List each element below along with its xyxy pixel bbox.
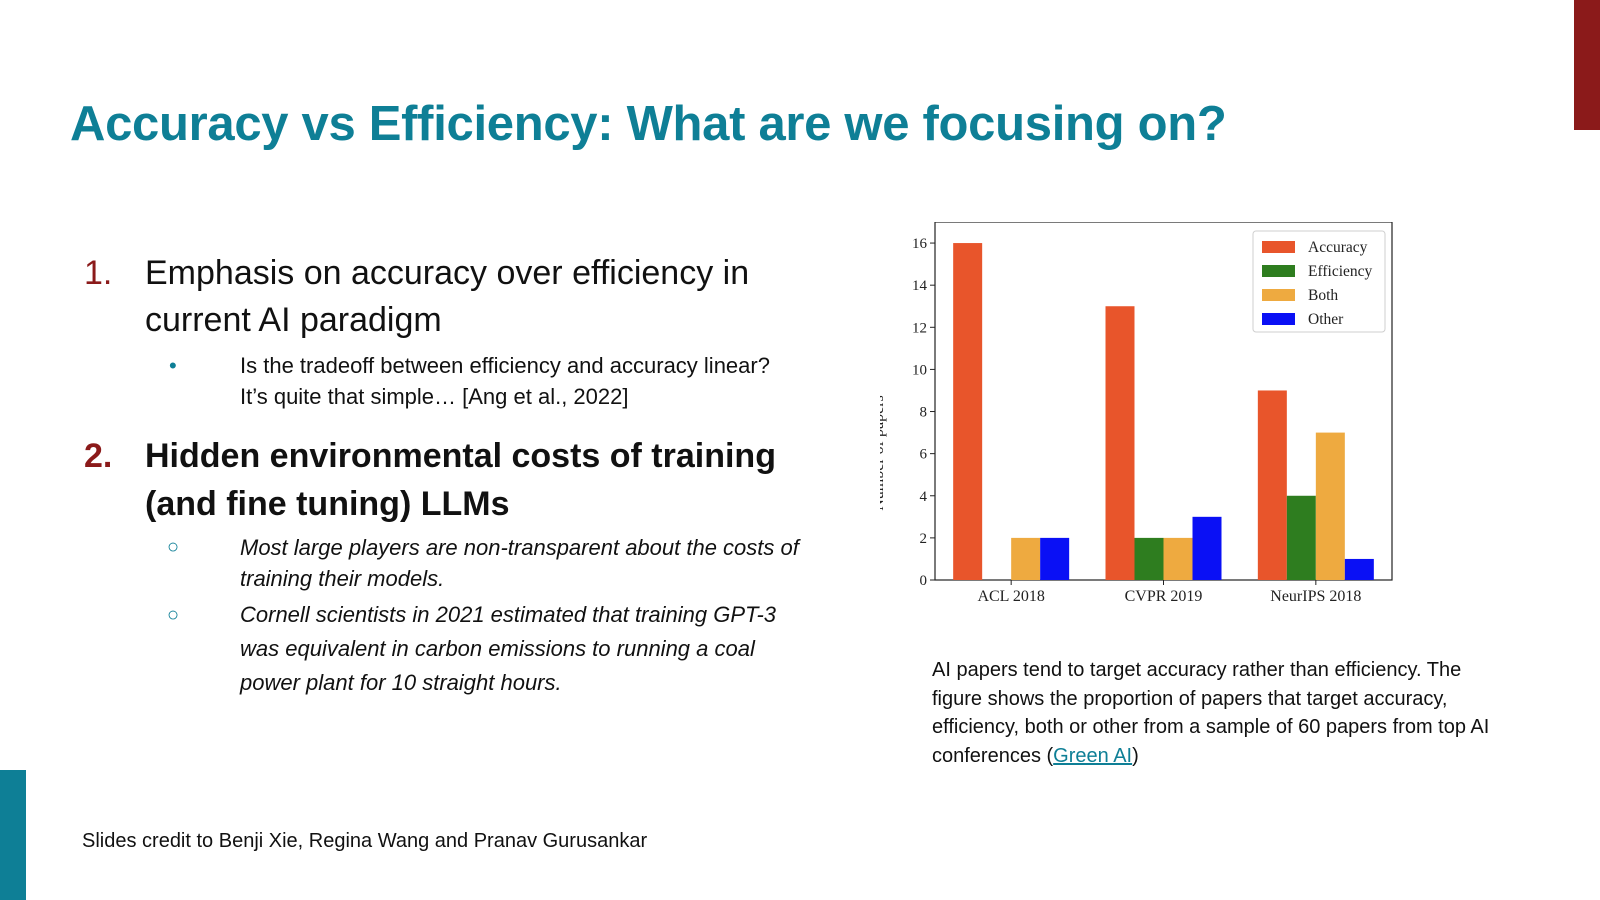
point-2-number: 2. [84, 437, 113, 475]
point-1: 1. Emphasis on accuracy over efficiency … [80, 250, 800, 344]
accent-bar-bottom-left [0, 770, 26, 900]
legend-label: Accuracy [1308, 239, 1368, 256]
bar-other [1192, 516, 1222, 580]
y-tick-label: 8 [920, 405, 928, 421]
bullet-content: 1. Emphasis on accuracy over efficiency … [80, 250, 800, 700]
y-axis-label: Number of papers [880, 395, 887, 511]
caption-close-paren: ) [1132, 744, 1139, 767]
bar-efficiency [1286, 495, 1316, 580]
figure-caption: AI papers tend to target accuracy rather… [932, 656, 1492, 770]
y-tick-label: 6 [920, 447, 928, 463]
legend-swatch-efficiency [1262, 265, 1295, 277]
point-2: 2. Hidden environmental costs of trainin… [80, 432, 800, 528]
bar-chart: 0 2 4 6 8 10 12 14 16 Number of papers ACL 2018 CVP… [870, 221, 1393, 605]
bullet-circle-icon: ○ [167, 604, 180, 626]
legend-swatch-both [1262, 289, 1295, 301]
accent-bar-top-right [1574, 0, 1600, 130]
y-tick-label: 10 [912, 362, 927, 378]
bar-both [1011, 537, 1041, 580]
x-tick-label: NeurIPS 2018 [1270, 588, 1361, 605]
bar-both [1315, 432, 1345, 580]
legend-swatch-other [1262, 313, 1295, 325]
legend-label: Other [1308, 311, 1344, 328]
caption-text: AI papers tend to target accuracy rather… [932, 659, 1490, 767]
y-tick-label: 16 [912, 236, 928, 252]
bullet-circle-icon: ○ [167, 536, 180, 558]
point-1-text: Emphasis on accuracy over efficiency in … [145, 254, 750, 339]
bar-efficiency [1134, 537, 1164, 580]
legend-swatch-accuracy [1262, 241, 1295, 253]
point-2-text: Hidden environmental costs of training (… [145, 437, 776, 523]
point-1-number: 1. [84, 254, 113, 292]
y-tick-label: 2 [920, 531, 928, 547]
subpoint-text: Most large players are non-transparent a… [240, 535, 799, 591]
slide-credit: Slides credit to Benji Xie, Regina Wang … [82, 830, 648, 852]
bar-accuracy [953, 243, 983, 580]
bullet-dot-icon: • [169, 353, 177, 378]
y-tick-label: 0 [920, 573, 928, 589]
bar-other [1344, 558, 1374, 580]
y-tick-label: 4 [920, 489, 928, 505]
subpoint-text: Is the tradeoff between efficiency and a… [240, 353, 770, 409]
bar-both [1163, 537, 1193, 580]
point-2-subpoint-2: ○ Cornell scientists in 2021 estimated t… [80, 598, 800, 700]
point-2-subpoint-1: ○ Most large players are non-transparent… [80, 532, 800, 594]
legend-label: Efficiency [1308, 263, 1373, 280]
x-tick-label: ACL 2018 [977, 588, 1044, 605]
green-ai-link[interactable]: Green AI [1053, 744, 1133, 767]
slide-title: Accuracy vs Efficiency: What are we focu… [70, 97, 1227, 151]
bar-other [1040, 537, 1070, 580]
bar-accuracy [1257, 390, 1287, 580]
point-1-subpoint-1: • Is the tradeoff between efficiency and… [80, 350, 800, 412]
bar-accuracy [1105, 306, 1135, 580]
subpoint-text: Cornell scientists in 2021 estimated tha… [240, 602, 777, 695]
y-tick-label: 12 [912, 320, 927, 336]
y-tick-label: 14 [912, 278, 928, 294]
legend-box [1252, 230, 1386, 333]
bar-chart-container: 0 2 4 6 8 10 12 14 16 Number of papers ACL 2018 CVP… [870, 221, 1420, 622]
x-tick-label: CVPR 2019 [1125, 588, 1203, 605]
legend-label: Both [1308, 287, 1338, 304]
